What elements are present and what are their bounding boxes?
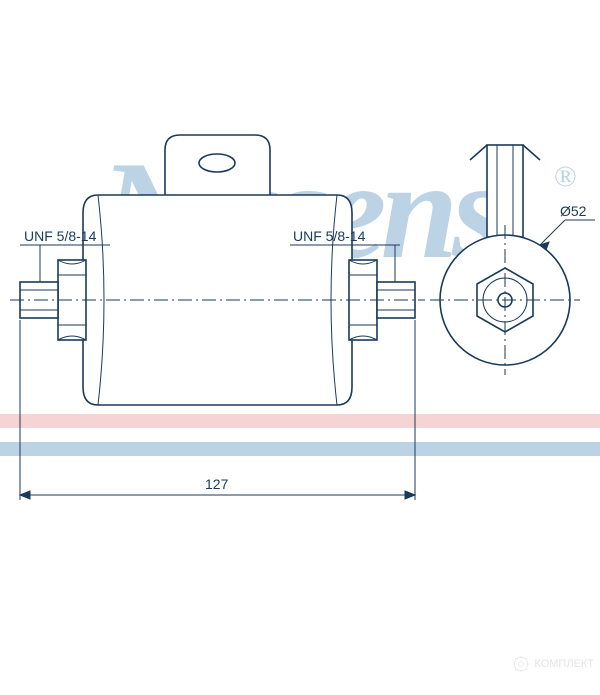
technical-drawing (0, 0, 600, 695)
dim-length (20, 491, 415, 499)
label-right-thread: UNF 5/8-14 (293, 228, 365, 244)
label-diameter: Ø52 (560, 203, 586, 219)
label-left-thread: UNF 5/8-14 (24, 228, 96, 244)
side-bracket (165, 135, 270, 195)
footer-brand: КОМПЛЕКТ (512, 655, 594, 673)
diagram-canvas: Nissens ® (0, 0, 600, 695)
end-bracket (470, 145, 540, 237)
footer-brand-text: КОМПЛЕКТ (534, 658, 594, 670)
label-length: 127 (205, 476, 228, 492)
dim-diameter (540, 220, 595, 250)
gear-icon (512, 655, 530, 673)
